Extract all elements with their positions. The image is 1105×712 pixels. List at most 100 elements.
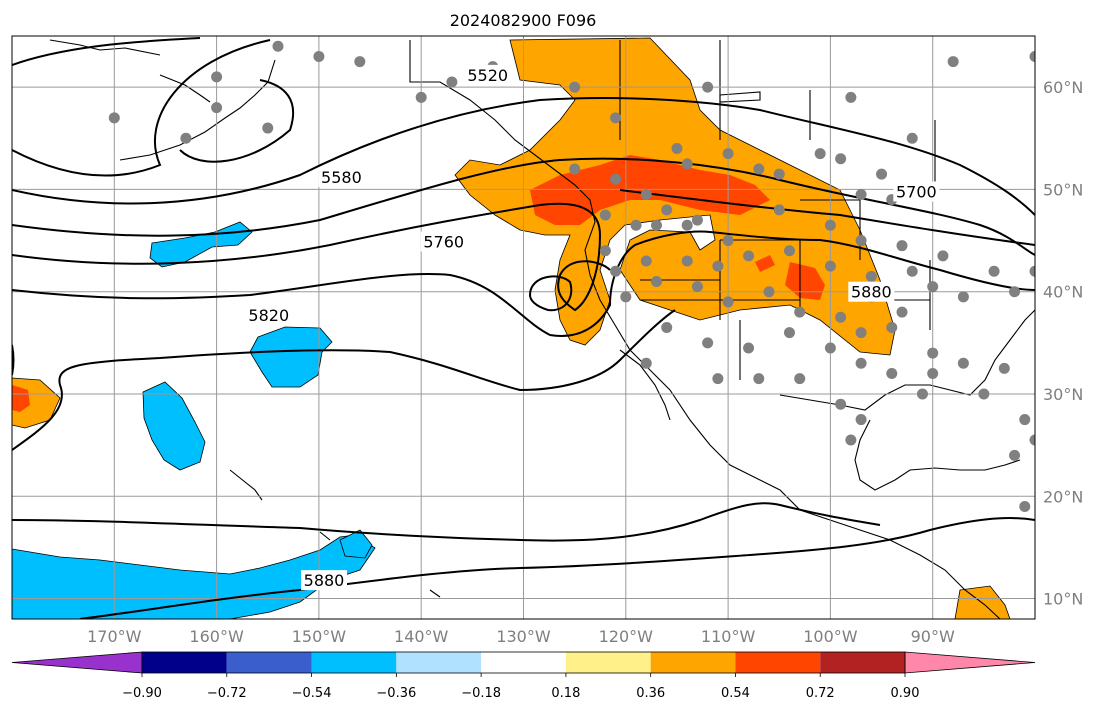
station-dot	[824, 342, 836, 354]
station-dot	[835, 311, 847, 323]
colorbar-tick-label: 0.72	[806, 686, 835, 701]
colorbar-extend-min	[11, 651, 143, 674]
station-dot	[569, 163, 581, 175]
station-dot	[681, 219, 693, 231]
colorbar-tick-label: 0.18	[551, 686, 580, 701]
lat-tick-label: 30°N	[1043, 385, 1083, 404]
lon-tick-label: 120°W	[599, 627, 654, 646]
station-dot	[640, 255, 652, 267]
station-dot	[650, 275, 662, 287]
station-dot	[937, 250, 949, 262]
station-dot	[824, 219, 836, 231]
lon-tick-label: 150°W	[292, 627, 347, 646]
station-dot	[681, 255, 693, 267]
colorbar	[11, 651, 1036, 674]
colorbar-frame	[141, 651, 906, 674]
station-dot	[211, 102, 223, 114]
colorbar-segment	[481, 652, 566, 673]
station-dot	[855, 189, 867, 201]
graticule	[12, 36, 1035, 619]
station-dot	[163, 36, 168, 37]
red-shading-north	[530, 155, 770, 225]
station-dot	[180, 132, 192, 144]
station-dot	[1019, 500, 1031, 512]
station-dot	[743, 342, 755, 354]
station-dot	[783, 327, 795, 339]
lat-tick-label: 20°N	[1043, 487, 1083, 506]
station-dot	[865, 270, 877, 282]
contour-label-halo	[420, 231, 467, 252]
colorbar-segment	[735, 652, 821, 673]
station-dot	[1029, 50, 1035, 62]
contour-label: 5880	[851, 283, 892, 302]
station-dot	[906, 265, 918, 277]
colorbar-tick-labels: −0.90 −0.72 −0.54 −0.36 −0.18 0.18 0.36 0.54 0.7…	[122, 673, 919, 701]
station-dot	[753, 373, 765, 385]
station-dot	[927, 281, 939, 293]
colorbar-tick-label: 0.36	[636, 686, 665, 701]
station-dot	[671, 143, 683, 155]
station-dot	[876, 168, 888, 180]
station-dot	[691, 281, 703, 293]
lon-tick-label: 170°W	[87, 627, 142, 646]
contour-label: 5580	[321, 168, 362, 187]
station-dot	[835, 153, 847, 165]
station-dot	[1029, 265, 1035, 277]
station-dot	[702, 81, 714, 93]
colorbar-tick-label: −0.54	[292, 686, 332, 701]
station-dot	[712, 373, 724, 385]
station-dot	[978, 388, 990, 400]
station-dot	[661, 322, 673, 333]
station-dot	[886, 368, 898, 380]
contour-label-halo	[464, 64, 511, 85]
contour-label: 5760	[423, 233, 464, 252]
station-dot	[814, 148, 826, 160]
station-dot	[988, 265, 1000, 277]
contour-label: 5520	[467, 66, 508, 85]
colorbar-tick-label: −0.18	[461, 686, 501, 701]
station-dot	[927, 347, 939, 359]
map-frame	[11, 35, 1036, 620]
station-dot	[599, 245, 611, 257]
colorbar-segment	[226, 652, 312, 673]
station-dot	[722, 235, 734, 247]
station-dot	[702, 337, 714, 349]
station-dot	[783, 245, 795, 257]
station-dot	[415, 91, 427, 103]
contour-label: 5880	[304, 571, 345, 590]
lat-tick-label: 10°N	[1043, 590, 1083, 609]
contour-label-halo	[893, 181, 940, 202]
colorbar-segment	[565, 652, 651, 673]
station-dot	[896, 240, 908, 252]
station-dot	[640, 357, 652, 369]
station-dot	[886, 322, 898, 333]
red-spot	[755, 255, 775, 272]
station-dot	[1009, 286, 1021, 298]
latitude-labels: 60°N 50°N 40°N 30°N 20°N 10°N	[1043, 78, 1083, 608]
station-dot	[446, 76, 458, 88]
station-dot	[824, 260, 836, 272]
station-dot	[947, 56, 959, 68]
station-dot	[569, 81, 581, 93]
contour-labels: 5520 5580 5760 5820 5880 5700 5880	[245, 64, 940, 591]
station-dot	[1009, 449, 1021, 461]
station-dot	[272, 40, 284, 52]
station-dot	[211, 71, 223, 83]
station-dot	[1029, 434, 1035, 446]
station-dot	[620, 291, 632, 303]
station-dot	[998, 362, 1010, 374]
station-markers	[108, 36, 1035, 512]
station-dot	[722, 296, 734, 308]
station-dot	[712, 260, 724, 272]
colorbar-segment	[142, 652, 227, 673]
station-dot	[957, 291, 969, 303]
colorbar-extend-max	[904, 651, 1036, 674]
station-dot	[906, 132, 918, 144]
contour-label-halo	[318, 167, 365, 188]
station-dot	[845, 434, 857, 446]
contour-label-halo	[848, 281, 895, 302]
station-dot	[610, 265, 622, 277]
station-dot	[691, 214, 703, 226]
longitude-labels: 170°W 160°W 150°W 140°W 130°W 120°W 110°W 100°W…	[87, 627, 955, 646]
